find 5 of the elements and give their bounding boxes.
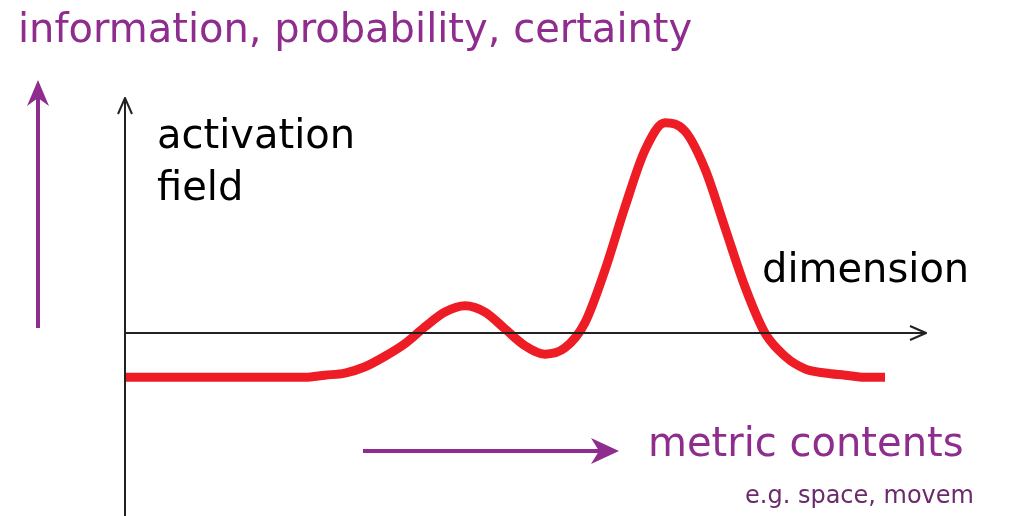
x-axis-title: dimension bbox=[762, 245, 970, 291]
chart-title: information, probability, certainty bbox=[18, 5, 693, 51]
text: e.g. space, movem bbox=[745, 481, 974, 509]
text: metric contents bbox=[648, 419, 964, 465]
y-axis-title: activation field bbox=[157, 110, 357, 211]
